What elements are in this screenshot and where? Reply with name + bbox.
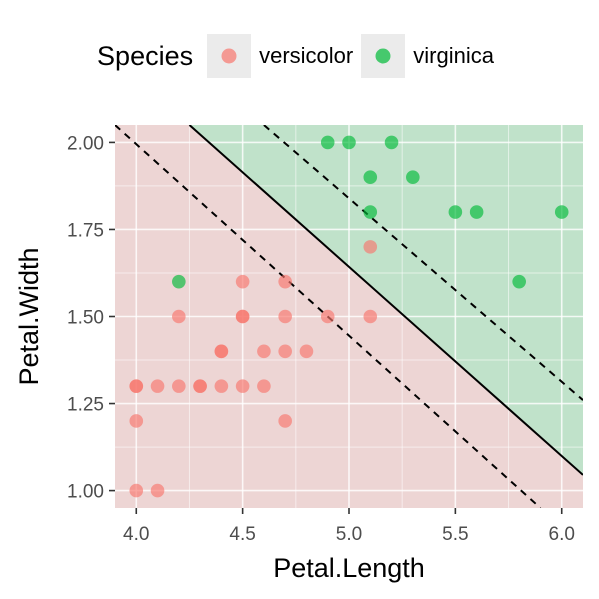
point-virginica [363,170,378,185]
legend-title: Species [97,40,194,71]
point-versicolor [172,379,186,393]
legend-swatch-versicolor [221,48,237,64]
point-versicolor [363,240,378,254]
point-virginica [469,205,484,219]
point-versicolor [129,414,144,428]
point-versicolor [235,309,250,324]
legend-item-versicolor: versicolor [207,34,353,78]
point-virginica [384,135,399,150]
point-versicolor [278,344,292,359]
point-versicolor [235,274,250,289]
point-versicolor [278,309,292,324]
point-virginica [554,205,569,219]
point-versicolor [172,309,186,324]
point-versicolor [278,414,292,428]
point-versicolor [235,379,250,393]
point-versicolor [257,379,271,393]
point-versicolor [129,379,144,393]
y-tick-label: 2.00 [67,133,104,154]
point-versicolor [214,344,229,359]
point-virginica [512,274,526,289]
legend-key-virginica [361,34,406,78]
point-virginica [320,135,335,150]
legend-item-virginica: virginica [361,34,494,78]
x-axis-title: Petal.Length [273,553,425,583]
y-tick-label: 1.00 [67,482,104,503]
x-tick-label: 6.0 [549,524,575,545]
x-tick-label: 5.0 [336,524,362,545]
x-tick-label: 5.5 [442,524,468,545]
legend-label-versicolor: versicolor [259,43,354,68]
point-versicolor [150,379,165,393]
point-virginica [172,274,186,289]
legend: Species versicolor virginica [0,30,599,82]
point-virginica [342,135,356,150]
legend-key-versicolor [207,34,252,78]
x-tick-label: 4.5 [229,524,255,545]
y-axis-title: Petal.Width [14,247,44,385]
point-versicolor [299,344,314,359]
legend-label-virginica: virginica [413,43,494,68]
point-versicolor [129,483,144,498]
y-tick-label: 1.50 [67,308,104,329]
y-tick-label: 1.25 [67,395,104,416]
point-versicolor [150,483,165,498]
point-virginica [448,205,463,219]
point-versicolor [214,379,229,393]
point-versicolor [320,309,335,324]
decision-boundary-line [188,125,583,476]
point-versicolor [278,274,292,289]
x-tick-label: 4.0 [123,524,149,545]
margin-line-2 [263,125,583,401]
point-versicolor [257,344,271,359]
y-tick-label: 1.75 [67,220,104,241]
point-virginica [363,205,378,219]
point-versicolor [363,309,378,324]
legend-swatch-virginica [375,48,391,64]
point-versicolor [193,379,207,393]
point-virginica [406,170,420,185]
